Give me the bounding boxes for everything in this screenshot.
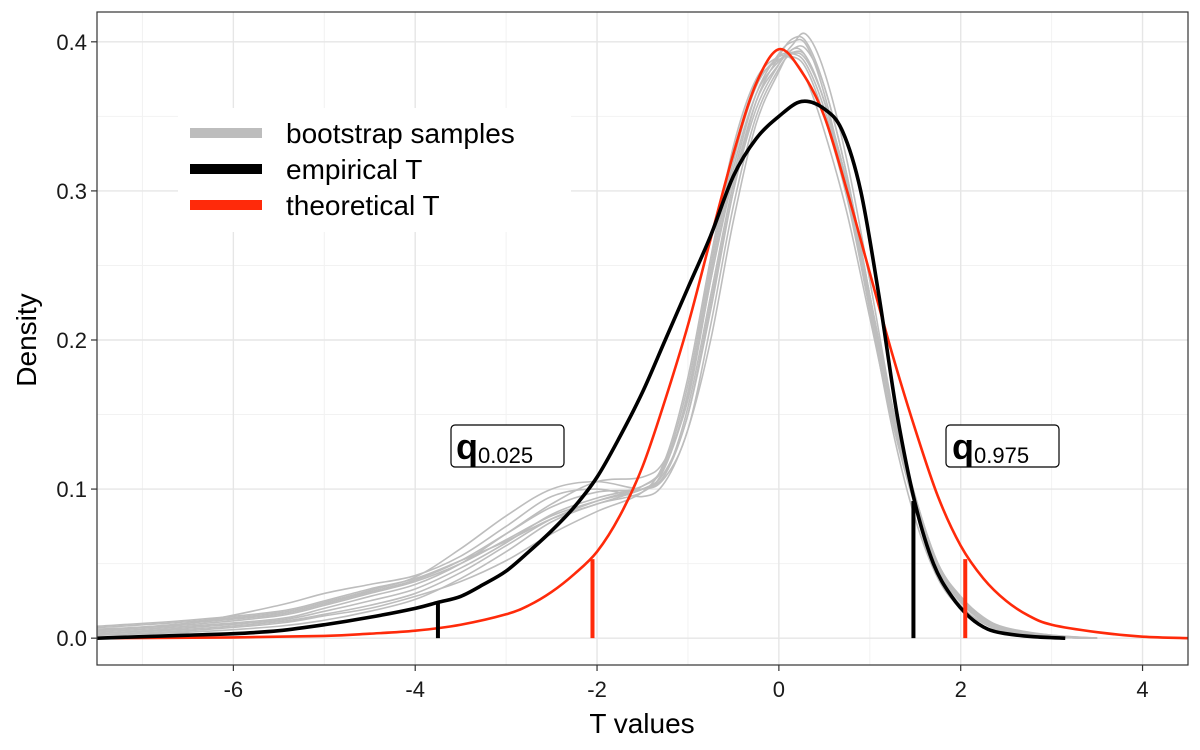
x-tick-label: 4 [1136, 677, 1148, 702]
legend-label-empirical: empirical T [286, 154, 422, 185]
x-axis-title: T values [589, 708, 694, 739]
annotation-q-upper: q0.975 [945, 424, 1060, 468]
annotation-text-upper: q0.975 [952, 426, 1029, 468]
y-axis-ticks: 0.0 0.1 0.2 0.3 0.4 [56, 30, 97, 651]
x-tick-label: 0 [773, 677, 785, 702]
empirical-curve-layer [96, 99, 1066, 640]
annotation-text-lower: q0.025 [456, 426, 533, 468]
annotation-q-lower: q0.025 [450, 424, 565, 468]
legend-label-bootstrap: bootstrap samples [286, 118, 515, 149]
y-tick-label: 0.1 [56, 477, 87, 502]
bootstrap-curve-2 [96, 38, 1098, 639]
bootstrap-curve-10 [96, 50, 1098, 639]
annotation-box-upper [945, 424, 1060, 468]
bootstrap-curve-8 [96, 54, 1098, 639]
quantile-lines [435, 501, 968, 639]
major-grid [97, 12, 1188, 665]
legend: bootstrap samples empirical T theoretica… [178, 108, 571, 232]
x-tick-label: 2 [955, 677, 967, 702]
y-tick-label: 0.0 [56, 626, 87, 651]
plot-panel-border [96, 11, 1189, 666]
empirical-t-curve [96, 99, 1066, 640]
y-tick-label: 0.2 [56, 328, 87, 353]
y-tick-label: 0.3 [56, 179, 87, 204]
y-axis-title: Density [11, 293, 42, 386]
x-tick-label: -4 [405, 677, 425, 702]
y-tick-label: 0.4 [56, 30, 87, 55]
x-axis-ticks: -6 -4 -2 0 2 4 [224, 665, 1149, 702]
theoretical-t-curve [96, 47, 1189, 640]
x-tick-label: -6 [224, 677, 244, 702]
theoretical-curve-layer [96, 47, 1189, 640]
legend-label-theoretical: theoretical T [286, 190, 440, 221]
x-tick-label: -2 [587, 677, 607, 702]
annotation-box-lower [450, 424, 565, 468]
